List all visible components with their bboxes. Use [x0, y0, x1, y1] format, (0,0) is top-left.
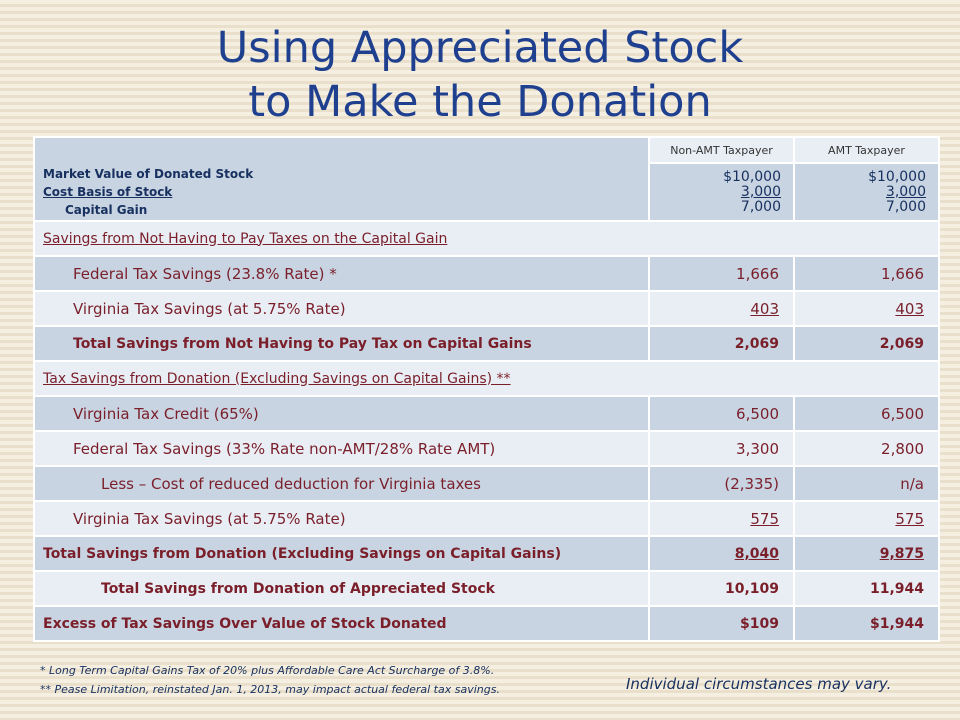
row-label: Federal Tax Savings (23.8% Rate) *	[33, 255, 650, 292]
slide-title-line2: to Make the Donation	[248, 77, 712, 127]
basis-labels-cell: Market Value of Donated Stock Cost Basis…	[33, 136, 650, 222]
row-label: Federal Tax Savings (33% Rate non-AMT/28…	[33, 430, 650, 467]
capital-gain-non-amt: 7,000	[740, 198, 781, 215]
row-label: Excess of Tax Savings Over Value of Stoc…	[33, 605, 650, 642]
row-value-amt: 11,944	[793, 570, 940, 607]
basis-values-non-amt: $10,000 3,000 7,000	[648, 162, 795, 222]
market-value-amt: $10,000	[868, 168, 926, 185]
row-label: Less – Cost of reduced deduction for Vir…	[33, 465, 650, 502]
row-value-non-amt: 575	[648, 500, 795, 537]
row-label: Total Savings from Not Having to Pay Tax…	[33, 325, 650, 362]
row-value-non-amt: $109	[648, 605, 795, 642]
section-donation-savings: Tax Savings from Donation (Excluding Sav…	[33, 360, 940, 397]
row-value-non-amt: 403	[648, 290, 795, 327]
capital-gain-amt: 7,000	[885, 198, 926, 215]
disclaimer: Individual circumstances may vary.	[626, 675, 892, 693]
row-value-non-amt: 6,500	[648, 395, 795, 432]
cost-basis-non-amt: 3,000	[740, 183, 781, 200]
table-row: Total Savings from Donation of Appreciat…	[33, 570, 940, 607]
table-row: Federal Tax Savings (33% Rate non-AMT/28…	[33, 430, 940, 467]
donation-table: Market Value of Donated Stock Cost Basis…	[33, 136, 940, 642]
row-value-non-amt: 10,109	[648, 570, 795, 607]
row-value-amt: 9,875	[793, 535, 940, 572]
table-row: Federal Tax Savings (23.8% Rate) * 1,666…	[33, 255, 940, 292]
row-label: Total Savings from Donation (Excluding S…	[33, 535, 650, 572]
slide-title-line1: Using Appreciated Stock	[216, 23, 744, 73]
cost-basis-label: Cost Basis of Stock	[43, 185, 173, 199]
row-value-non-amt: (2,335)	[648, 465, 795, 502]
row-value-amt: $1,944	[793, 605, 940, 642]
table-row: Virginia Tax Credit (65%) 6,500 6,500	[33, 395, 940, 432]
table-row: Excess of Tax Savings Over Value of Stoc…	[33, 605, 940, 642]
row-value-amt: 2,800	[793, 430, 940, 467]
col-header-amt: AMT Taxpayer	[793, 136, 940, 164]
row-value-amt: n/a	[793, 465, 940, 502]
table-row: Virginia Tax Savings (at 5.75% Rate) 403…	[33, 290, 940, 327]
capital-gain-label: Capital Gain	[65, 203, 148, 217]
row-label: Total Savings from Donation of Appreciat…	[33, 570, 650, 607]
row-value-amt: 6,500	[793, 395, 940, 432]
row-value-amt: 575	[793, 500, 940, 537]
row-value-amt: 403	[793, 290, 940, 327]
basis-values-amt: $10,000 3,000 7,000	[793, 162, 940, 222]
row-label: Virginia Tax Savings (at 5.75% Rate)	[33, 500, 650, 537]
col-header-non-amt: Non-AMT Taxpayer	[648, 136, 795, 164]
row-label: Virginia Tax Credit (65%)	[33, 395, 650, 432]
table-row: Total Savings from Donation (Excluding S…	[33, 535, 940, 572]
row-value-non-amt: 8,040	[648, 535, 795, 572]
row-value-non-amt: 2,069	[648, 325, 795, 362]
table-row: Virginia Tax Savings (at 5.75% Rate) 575…	[33, 500, 940, 537]
table-row: Total Savings from Not Having to Pay Tax…	[33, 325, 940, 362]
market-value-label: Market Value of Donated Stock	[43, 167, 254, 181]
market-value-non-amt: $10,000	[723, 168, 781, 185]
section-capital-gain-savings: Savings from Not Having to Pay Taxes on …	[33, 220, 940, 257]
cost-basis-amt: 3,000	[885, 183, 926, 200]
row-value-amt: 1,666	[793, 255, 940, 292]
row-value-amt: 2,069	[793, 325, 940, 362]
footnote-pease: ** Pease Limitation, reinstated Jan. 1, …	[40, 683, 500, 696]
footnote-capital-gains: * Long Term Capital Gains Tax of 20% plu…	[40, 664, 495, 677]
table-row: Less – Cost of reduced deduction for Vir…	[33, 465, 940, 502]
row-value-non-amt: 1,666	[648, 255, 795, 292]
row-value-non-amt: 3,300	[648, 430, 795, 467]
row-label: Virginia Tax Savings (at 5.75% Rate)	[33, 290, 650, 327]
